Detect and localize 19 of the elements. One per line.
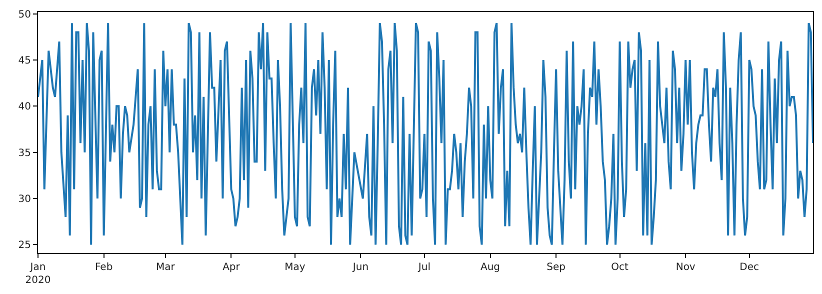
line-series [38, 22, 813, 246]
x-tick-label: Jun [352, 262, 369, 273]
y-tick-label: 45 [18, 56, 31, 67]
x-tick-label: Feb [94, 262, 113, 273]
x-tick-label: Sep [546, 262, 566, 273]
x-tick-label: Jan 2020 [25, 262, 51, 286]
x-tick-label: Dec [740, 262, 759, 273]
x-tick-label: Aug [480, 262, 500, 273]
y-tick-label: 40 [18, 102, 31, 113]
y-tick-label: 50 [18, 9, 31, 20]
x-tick-label: Nov [676, 262, 696, 273]
y-tick-label: 35 [18, 148, 31, 159]
x-tick-label: Apr [222, 262, 241, 273]
x-tick-label: May [284, 262, 306, 273]
x-tick-label: Mar [156, 262, 176, 273]
x-tick-label: Oct [611, 262, 628, 273]
y-tick-label: 25 [18, 240, 31, 252]
y-tick-label: 30 [18, 194, 31, 206]
x-tick-label: Jul [417, 262, 430, 273]
